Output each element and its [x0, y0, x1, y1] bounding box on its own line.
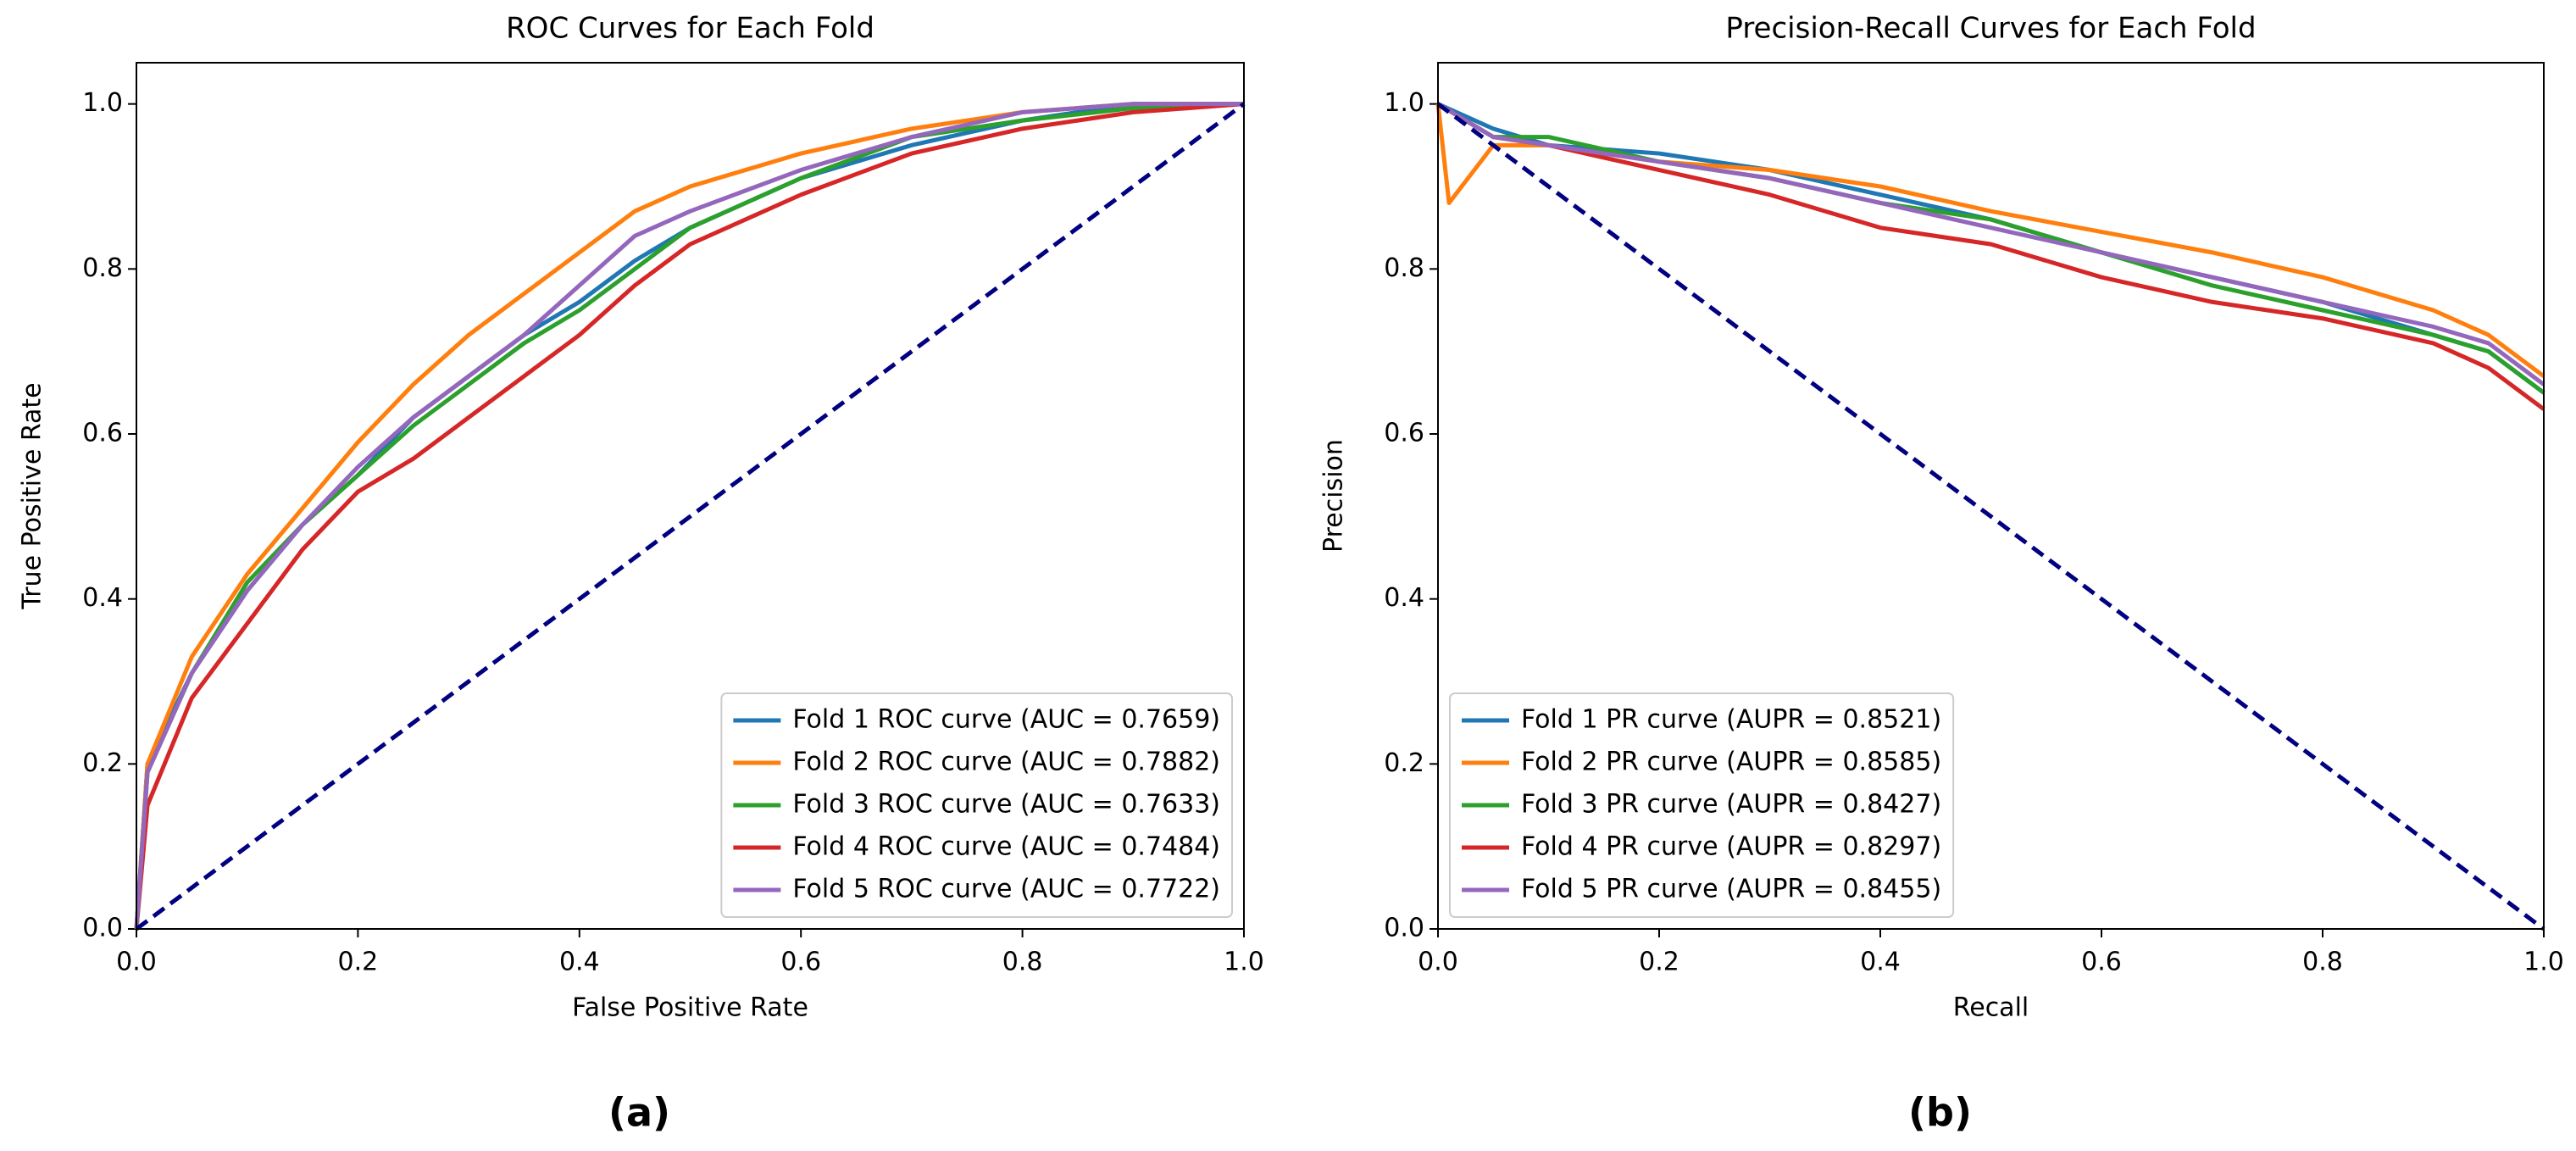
legend-label: Fold 4 PR curve (AUPR = 0.8297) [1521, 832, 1941, 862]
legend-label: Fold 3 ROC curve (AUC = 0.7633) [792, 790, 1220, 820]
plot-frame [136, 62, 1245, 930]
legend-label: Fold 4 ROC curve (AUC = 0.7484) [792, 832, 1220, 862]
x-tick-label: 0.8 [1002, 948, 1043, 977]
legend-label: Fold 1 PR curve (AUPR = 0.8521) [1521, 705, 1941, 735]
y-tick-label: 0.6 [82, 419, 123, 448]
curve-line [1435, 103, 2545, 378]
chart-panel: Precision-Recall Curves for Each Fold 0.0… [1319, 12, 2564, 1136]
curve-line [134, 102, 1245, 930]
x-tick-label: 1.0 [2523, 948, 2564, 977]
chart-title: Precision-Recall Curves for Each Fold [1725, 12, 2256, 46]
legend-label: Fold 2 ROC curve (AUC = 0.7882) [792, 748, 1220, 777]
panel-caption: (a) [608, 1090, 670, 1136]
x-tick-label: 0.2 [1639, 948, 1679, 977]
legend-label: Fold 5 ROC curve (AUC = 0.7722) [792, 875, 1220, 904]
legend-label: Fold 3 PR curve (AUPR = 0.8427) [1521, 790, 1941, 820]
y-tick-label: 0.2 [1384, 748, 1424, 778]
legend-label: Fold 2 PR curve (AUPR = 0.8585) [1521, 748, 1941, 777]
x-tick-label: 0.6 [780, 948, 821, 977]
y-tick-label: 0.8 [82, 253, 123, 283]
x-tick-label: 0.6 [2081, 948, 2122, 977]
x-tick-label: 0.2 [338, 948, 379, 977]
baseline-line [135, 102, 1246, 931]
baseline-line [1436, 102, 2545, 931]
legend: Fold 1 ROC curve (AUC = 0.7659) Fold 2 RO… [720, 692, 1233, 918]
x-axis-label: False Positive Rate [572, 993, 808, 1023]
curve-line [134, 102, 1244, 930]
y-tick-label: 1.0 [82, 88, 123, 118]
x-tick-label: 0.4 [559, 948, 600, 977]
chart-panel: ROC Curves for Each Fold 0.0 0.2 0.4 0.6 0.8 1… [18, 12, 1264, 1136]
x-tick-label: 0.4 [1860, 948, 1901, 977]
x-tick-label: 0.0 [116, 948, 157, 977]
legend-label: Fold 5 PR curve (AUPR = 0.8455) [1521, 875, 1941, 904]
x-axis-label: Recall [1953, 993, 2029, 1023]
y-tick-label: 0.0 [82, 914, 123, 943]
x-tick-label: 1.0 [1224, 948, 1264, 977]
plot-frame [1437, 62, 2545, 930]
y-tick-label: 0.4 [1384, 583, 1424, 613]
curve-line [1436, 102, 2545, 395]
y-tick-label: 1.0 [1384, 88, 1424, 118]
curve-line [134, 102, 1245, 930]
chart-title: ROC Curves for Each Fold [506, 12, 874, 46]
x-tick-label: 0.8 [2302, 948, 2343, 977]
y-tick-label: 0.2 [82, 748, 123, 778]
y-tick-label: 0.8 [1384, 253, 1424, 283]
legend-box [720, 692, 1233, 918]
curve-line [134, 102, 1244, 930]
y-tick-label: 0.6 [1384, 419, 1424, 448]
y-axis-label: Precision [1319, 439, 1349, 553]
legend-box [1449, 692, 1955, 918]
x-tick-label: 0.0 [1418, 948, 1458, 977]
legend-label: Fold 1 ROC curve (AUC = 0.7659) [792, 705, 1220, 735]
panel-caption: (b) [1908, 1090, 1972, 1136]
y-tick-label: 0.4 [82, 583, 123, 613]
legend: Fold 1 PR curve (AUPR = 0.8521) Fold 2 PR… [1449, 692, 1955, 918]
y-axis-label: True Positive Rate [18, 382, 47, 609]
curve-line [1436, 102, 2545, 386]
y-tick-label: 0.0 [1384, 914, 1424, 943]
